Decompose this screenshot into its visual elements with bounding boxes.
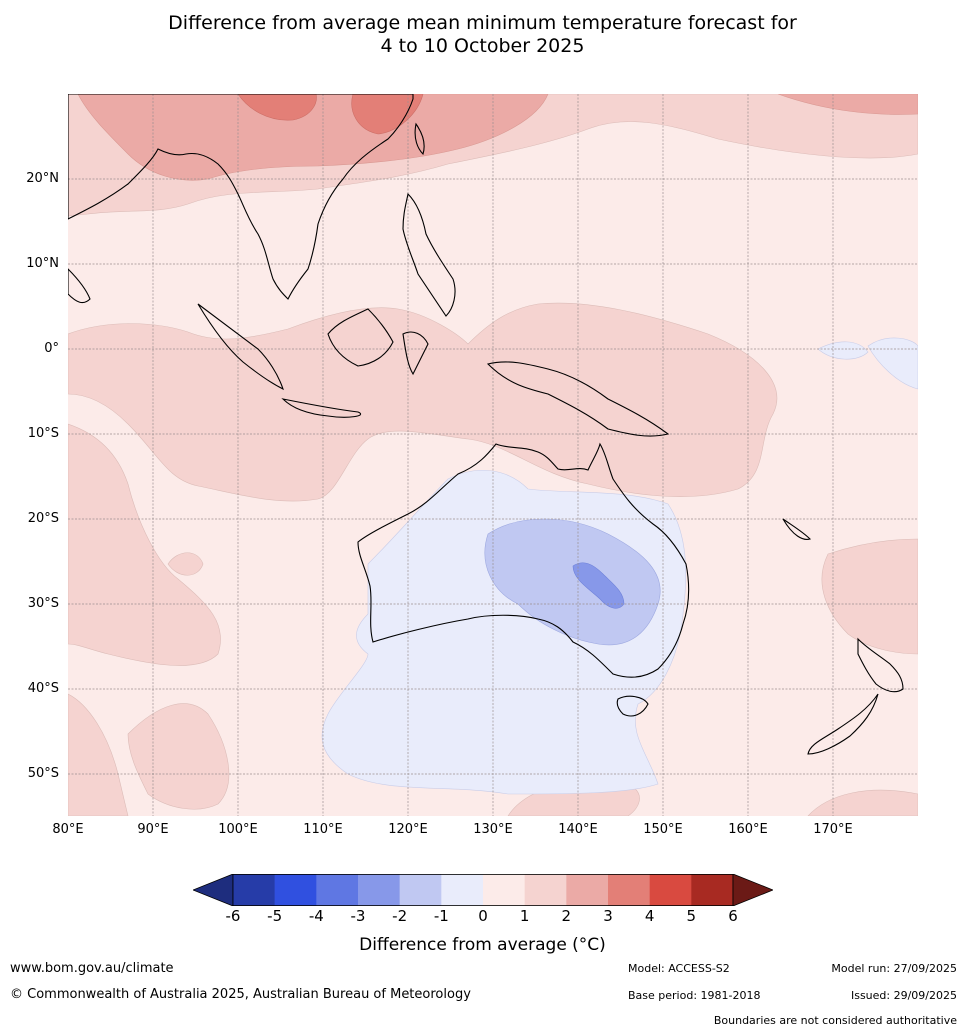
colorbar-tick-label: 5 bbox=[686, 907, 697, 925]
lon-label-120e: 120°E bbox=[388, 822, 428, 837]
coast-sumatra bbox=[197, 303, 284, 391]
coast-india-tip bbox=[68, 268, 91, 304]
colorbar-segment bbox=[233, 874, 275, 906]
colorbar-tick-label: -2 bbox=[392, 907, 408, 925]
coast-new-caledonia bbox=[782, 518, 812, 540]
lat-label-30s: 30°S bbox=[27, 596, 59, 611]
colorbar bbox=[193, 874, 773, 906]
colorbar-segment bbox=[316, 874, 359, 906]
colorbar-segment bbox=[399, 874, 442, 906]
colorbar-segment bbox=[274, 874, 317, 906]
colorbar-tick-label: -1 bbox=[433, 907, 449, 925]
colorbar-label: Difference from average (°C) bbox=[359, 935, 606, 955]
coast-philippines bbox=[402, 192, 456, 317]
colorbar-tick-label: -6 bbox=[225, 907, 241, 925]
colorbar-tick-label: -5 bbox=[267, 907, 283, 925]
coast-asia-mainland bbox=[68, 94, 414, 300]
colorbar-segment bbox=[482, 874, 525, 906]
colorbar-tick-label: 0 bbox=[478, 907, 488, 925]
colorbar-segment bbox=[607, 874, 650, 906]
anomaly-neg2-neg1-regions bbox=[484, 518, 661, 646]
anomaly-1-2-regions bbox=[68, 94, 918, 816]
footer-model: Model: ACCESS-S2 bbox=[628, 962, 730, 975]
lon-label-150e: 150°E bbox=[643, 822, 683, 837]
colorbar-segment bbox=[524, 874, 567, 906]
colorbar-extend-low bbox=[193, 874, 234, 906]
lon-label-170e: 170°E bbox=[813, 822, 853, 837]
coast-new-zealand-north bbox=[857, 637, 904, 693]
map-svg bbox=[68, 94, 918, 816]
coast-new-zealand-south bbox=[807, 693, 879, 755]
colorbar-segment bbox=[566, 874, 609, 906]
lon-label-130e: 130°E bbox=[473, 822, 513, 837]
colorbar-segment bbox=[441, 874, 484, 906]
lat-label-10s: 10°S bbox=[27, 426, 59, 441]
lat-label-0: 0° bbox=[44, 341, 59, 356]
colorbar-tick-label: -3 bbox=[350, 907, 366, 925]
forecast-map[interactable] bbox=[68, 94, 918, 816]
footer-copyright: © Commonwealth of Australia 2025, Austra… bbox=[10, 987, 471, 1002]
footer-base-period: Base period: 1981-2018 bbox=[628, 989, 761, 1002]
colorbar-segment bbox=[649, 874, 692, 906]
lon-label-110e: 110°E bbox=[303, 822, 343, 837]
lon-label-140e: 140°E bbox=[558, 822, 598, 837]
lat-label-40s: 40°S bbox=[27, 681, 59, 696]
colorbar-tick-label: 1 bbox=[519, 907, 530, 925]
coast-australia bbox=[357, 442, 690, 678]
anomaly-neg3-neg2-regions bbox=[572, 562, 625, 609]
lat-label-10n: 10°N bbox=[26, 256, 59, 271]
colorbar-segment bbox=[691, 874, 734, 906]
coast-borneo bbox=[327, 308, 394, 367]
map-title-line2: 4 to 10 October 2025 bbox=[380, 35, 585, 57]
coast-sulawesi bbox=[402, 331, 429, 376]
map-title-line1: Difference from average mean minimum tem… bbox=[168, 12, 797, 34]
coast-taiwan bbox=[414, 122, 425, 156]
colorbar-tick-label: 6 bbox=[728, 907, 738, 925]
anomaly-3-4-regions bbox=[237, 94, 424, 135]
colorbar-tick-label: -4 bbox=[308, 907, 324, 925]
coast-new-guinea bbox=[486, 361, 670, 437]
lon-label-160e: 160°E bbox=[728, 822, 768, 837]
colorbar-tick-label: 2 bbox=[561, 907, 572, 925]
lat-label-50s: 50°S bbox=[27, 766, 59, 781]
lon-label-80e: 80°E bbox=[52, 822, 84, 837]
colorbar-tick-label: 4 bbox=[644, 907, 655, 925]
coastlines bbox=[68, 94, 904, 755]
lat-label-20n: 20°N bbox=[26, 171, 59, 186]
map-gridlines bbox=[68, 94, 918, 816]
footer-issued: Issued: 29/09/2025 bbox=[850, 989, 957, 1002]
colorbar-tick-label: 3 bbox=[603, 907, 613, 925]
lon-label-100e: 100°E bbox=[218, 822, 258, 837]
lat-label-20s: 20°S bbox=[27, 511, 59, 526]
coast-java bbox=[281, 398, 361, 418]
footer-model-run: Model run: 27/09/2025 bbox=[831, 962, 957, 975]
footer-disclaimer: Boundaries are not considered authoritat… bbox=[713, 1014, 957, 1027]
footer-website[interactable]: www.bom.gov.au/climate bbox=[10, 961, 174, 976]
anomaly-2-3-regions bbox=[77, 94, 918, 181]
coast-tasmania bbox=[616, 695, 649, 717]
colorbar-extend-high bbox=[732, 874, 773, 906]
colorbar-segment bbox=[357, 874, 400, 906]
lon-label-90e: 90°E bbox=[137, 822, 169, 837]
